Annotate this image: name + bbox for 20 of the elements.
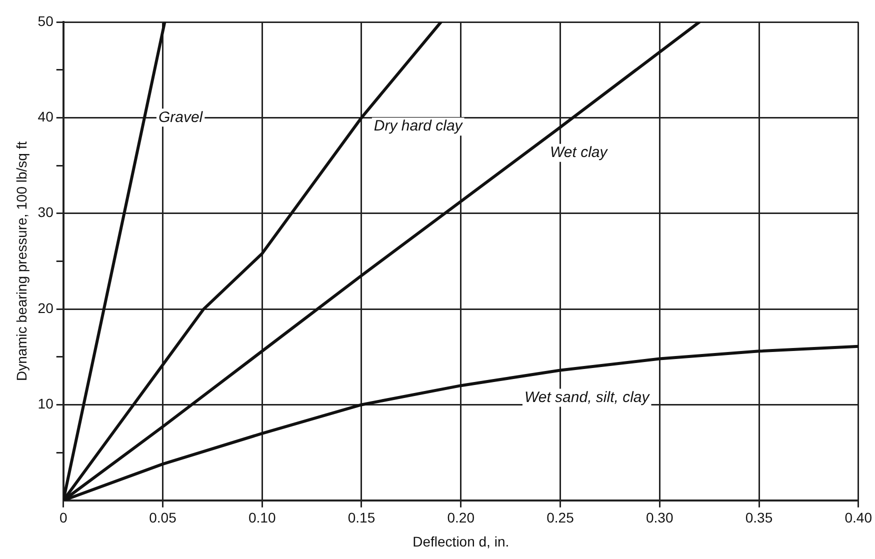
y-tick-label: 20 xyxy=(38,300,54,316)
x-tick-label: 0 xyxy=(59,510,68,526)
x-tick-label: 0.40 xyxy=(844,510,872,526)
x-tick-label: 0.10 xyxy=(248,510,276,526)
x-tick-label: 0.20 xyxy=(447,510,475,526)
series-label: Wet sand, silt, clay xyxy=(524,388,651,406)
series-label: Gravel xyxy=(158,108,204,126)
x-tick-label: 0.30 xyxy=(646,510,674,526)
series-label: Dry hard clay xyxy=(374,118,464,135)
y-tick-label: 30 xyxy=(38,204,54,220)
x-tick-label: 0.15 xyxy=(348,510,376,526)
y-axis-title: Dynamic bearing pressure, 100 lb/sq ft xyxy=(13,141,30,382)
x-tick-label: 0.25 xyxy=(546,510,574,526)
x-tick-label: 0.05 xyxy=(149,510,177,526)
y-tick-label: 40 xyxy=(38,108,54,125)
series-label: Wet clay xyxy=(550,144,609,161)
x-axis-title: Deflection d, in. xyxy=(412,533,510,550)
y-tick-label: 50 xyxy=(38,12,54,29)
y-tick-label: 10 xyxy=(38,396,54,412)
x-tick-label: 0.35 xyxy=(745,510,773,526)
